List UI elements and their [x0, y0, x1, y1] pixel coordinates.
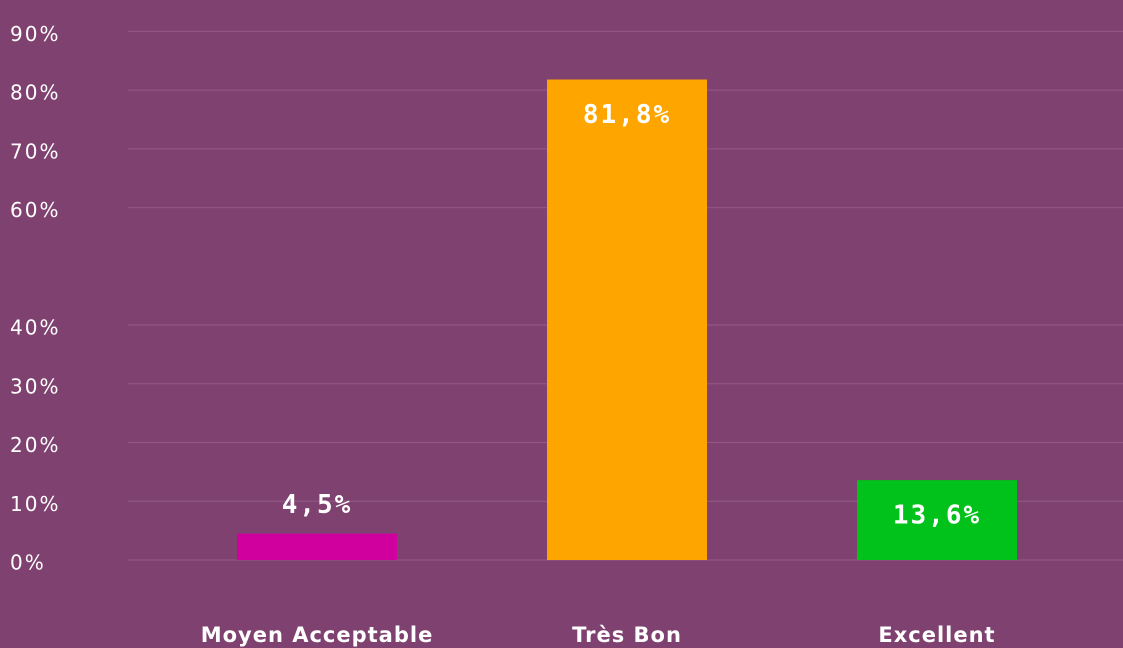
- bar: [857, 480, 1017, 560]
- bar: [547, 79, 707, 561]
- x-tick-label: Très Bon: [572, 623, 682, 647]
- y-tick-label: 20%: [10, 433, 60, 457]
- y-tick-label: 40%: [10, 316, 60, 340]
- value-label: 4,5%: [282, 490, 353, 520]
- value-label: 13,6%: [893, 501, 981, 531]
- y-tick-label: 10%: [10, 492, 60, 516]
- x-tick-label: Excellent: [878, 623, 995, 647]
- y-tick-label: 0%: [10, 551, 46, 575]
- value-label: 81,8%: [583, 100, 671, 130]
- bar: [237, 533, 397, 560]
- y-tick-label: 60%: [10, 198, 60, 222]
- y-tick-label: 80%: [10, 81, 60, 105]
- y-tick-label: 70%: [10, 139, 60, 163]
- x-tick-label: Moyen Acceptable: [201, 623, 434, 647]
- y-tick-label: 90%: [10, 22, 60, 46]
- y-tick-label: 30%: [10, 374, 60, 398]
